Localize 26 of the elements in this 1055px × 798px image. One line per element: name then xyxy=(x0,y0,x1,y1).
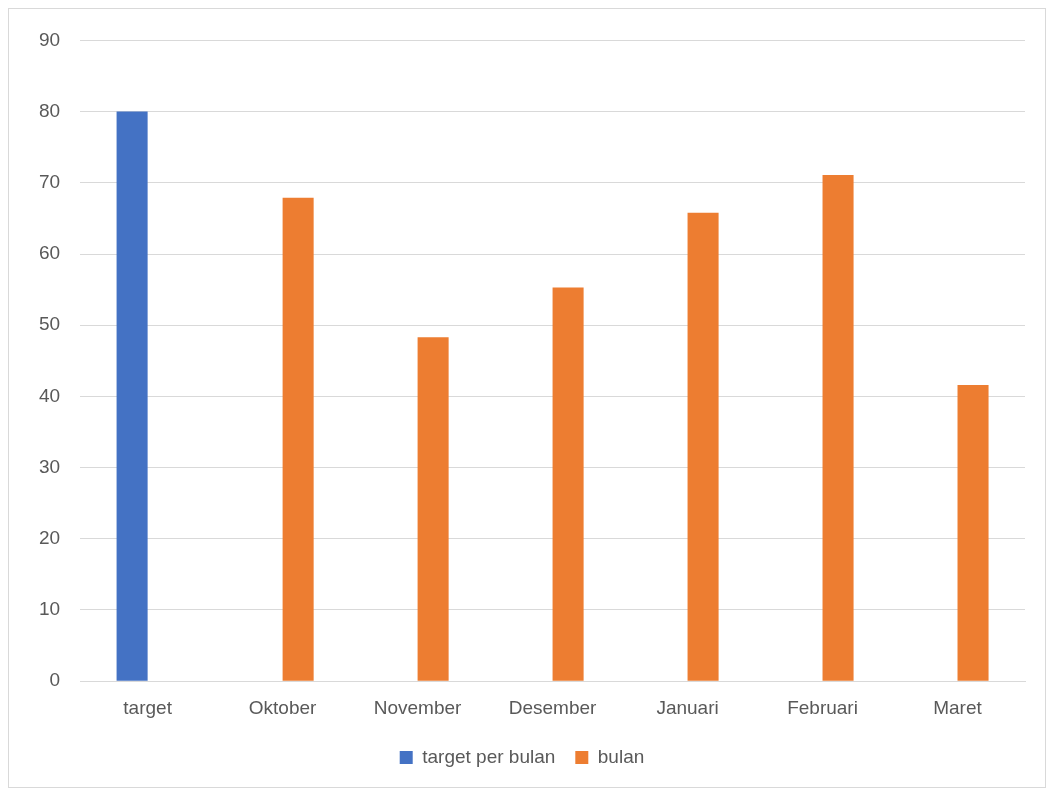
x-tick-label: Desember xyxy=(508,696,598,718)
y-tick-label: 80 xyxy=(38,99,61,121)
x-tick-label: Januari xyxy=(656,696,719,718)
y-tick-label: 20 xyxy=(38,527,61,549)
bar xyxy=(417,337,449,681)
bar xyxy=(552,287,584,681)
bar xyxy=(687,212,719,681)
y-tick-label: 50 xyxy=(38,313,61,335)
bar xyxy=(822,174,854,681)
x-tick-label: Februari xyxy=(787,696,858,718)
y-tick-label: 70 xyxy=(38,171,61,193)
x-tick-label: Maret xyxy=(933,696,983,718)
x-tick-label: Oktober xyxy=(248,696,318,718)
bar xyxy=(116,111,148,681)
legend-label: target per bulan xyxy=(422,745,556,767)
x-tick-label: target xyxy=(123,696,173,718)
y-tick-label: 30 xyxy=(38,455,61,477)
bar xyxy=(957,385,989,681)
bar xyxy=(282,197,314,681)
y-tick-label: 10 xyxy=(38,598,61,620)
y-tick-label: 0 xyxy=(49,669,61,691)
y-tick-label: 40 xyxy=(38,384,61,406)
legend-label: bulan xyxy=(597,745,645,767)
y-tick-label: 60 xyxy=(38,242,61,264)
x-tick-label: November xyxy=(373,696,463,718)
y-tick-label: 90 xyxy=(38,28,61,50)
